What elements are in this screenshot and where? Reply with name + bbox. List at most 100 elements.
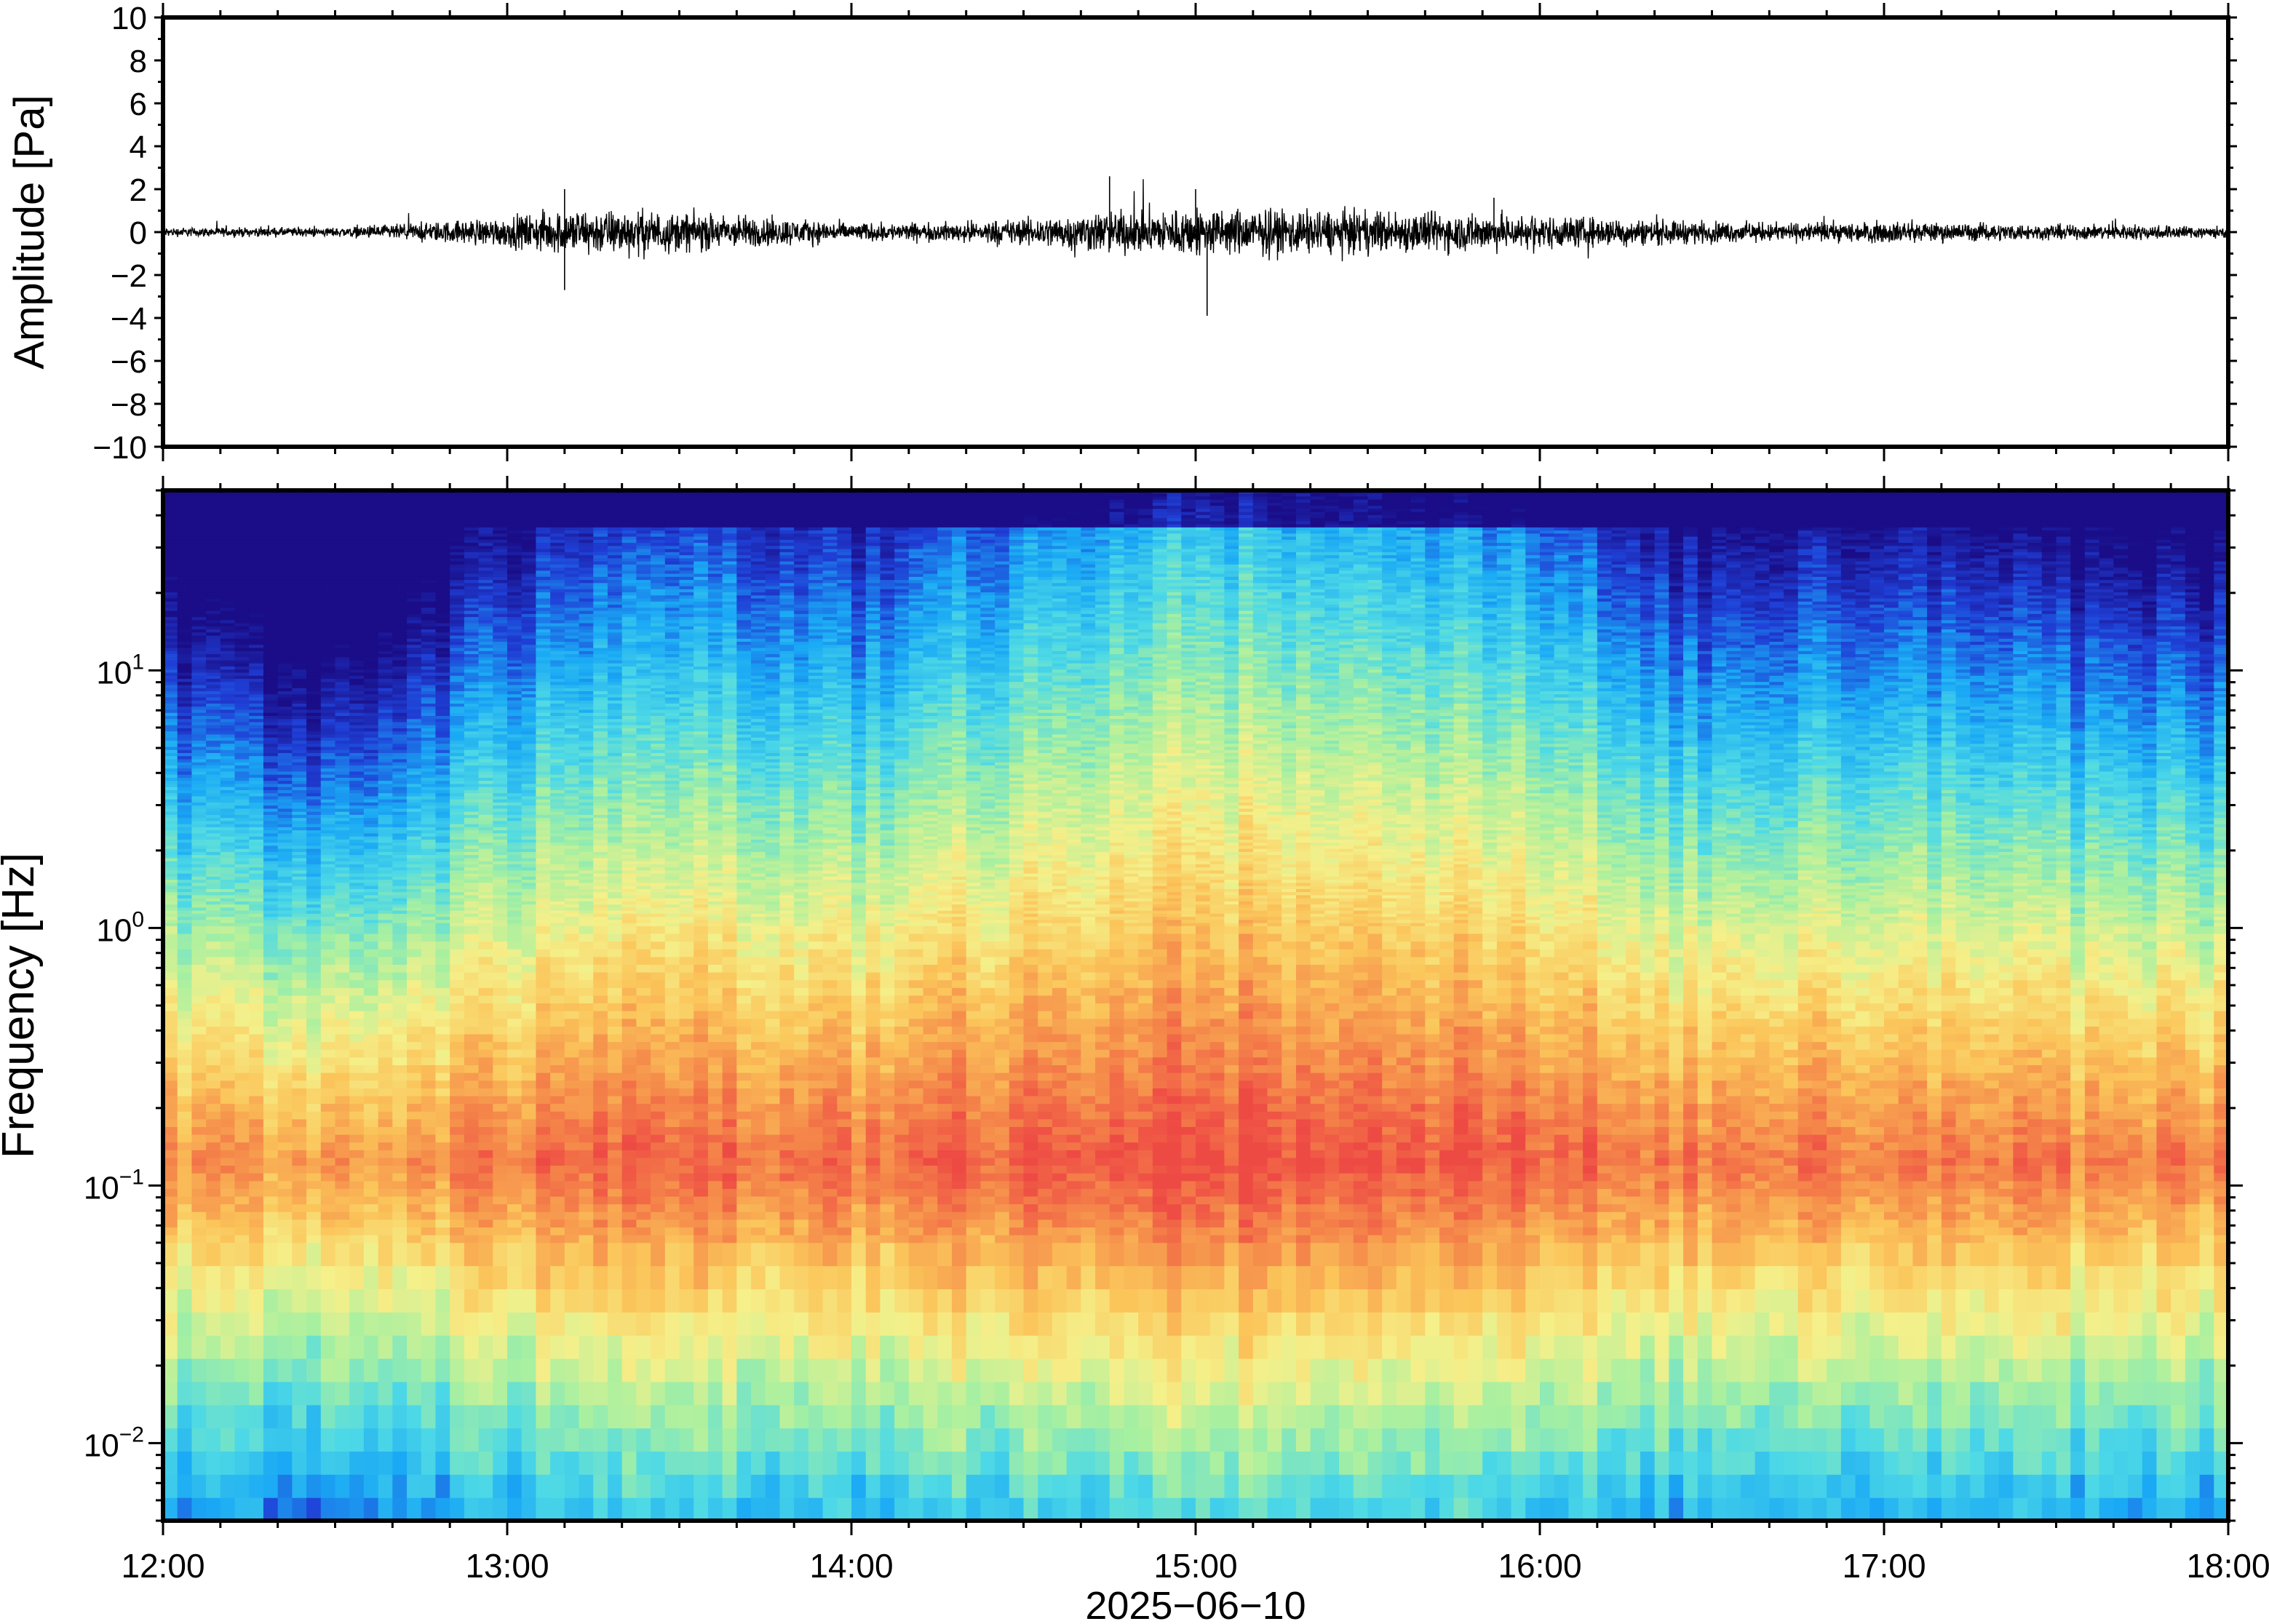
spectrogram-cell <box>392 765 407 768</box>
spectrogram-cell <box>178 964 192 972</box>
spectrogram-cell <box>450 885 464 889</box>
spectrogram-cell <box>163 824 178 827</box>
spectrogram-cell <box>306 867 321 871</box>
spectrogram-cell <box>364 1243 378 1266</box>
spectrogram-cell <box>278 843 293 846</box>
spectrogram-cell <box>278 527 293 530</box>
spectrogram-cell <box>263 1211 278 1219</box>
spectrogram-cell <box>392 592 407 595</box>
spectrogram-cell <box>435 1111 450 1119</box>
spectrogram-cell <box>407 861 421 864</box>
spectrogram-cell <box>292 685 306 688</box>
spectrogram-cell <box>292 514 306 518</box>
spectrogram-cell <box>479 784 493 787</box>
spectrogram-cell <box>235 827 250 830</box>
spectrogram-cell <box>364 1096 378 1104</box>
spectrogram-cell <box>493 1196 507 1204</box>
spectrogram-cell <box>479 824 493 827</box>
spectrogram-cell <box>479 543 493 546</box>
spectrogram-cell <box>163 694 178 698</box>
spectrogram-cell <box>392 892 407 896</box>
spectrogram-cell <box>364 586 378 589</box>
spectrogram-cell <box>321 719 335 723</box>
spectrogram-cell <box>263 1382 278 1405</box>
spectrogram-cell <box>392 690 407 694</box>
spectrogram-cell <box>249 669 263 673</box>
spectrogram-cell <box>191 561 206 565</box>
spectrogram-cell <box>292 747 306 750</box>
spectrogram-cell <box>464 722 479 725</box>
spectrogram-cell <box>263 1196 278 1204</box>
spectrogram-cell <box>349 728 364 731</box>
spectrogram-cell <box>464 592 479 595</box>
spectrogram-cell <box>263 851 278 855</box>
spectrogram-cell <box>435 645 450 648</box>
spectrogram-cell <box>292 765 306 768</box>
spectrogram-cell <box>263 688 278 691</box>
spectrogram-cell <box>421 787 436 790</box>
spectrogram-cell <box>364 1064 378 1072</box>
spectrogram-cell <box>235 892 250 896</box>
spectrogram-cell <box>349 700 364 704</box>
spectrogram-cell <box>349 910 364 914</box>
spectrogram-cell <box>392 885 407 889</box>
spectrogram-cell <box>493 867 507 871</box>
spectrogram-cell <box>249 499 263 503</box>
spectrogram-cell <box>349 583 364 586</box>
spectrogram-cell <box>206 1181 220 1189</box>
spectrogram-cell <box>392 700 407 704</box>
spectrogram-cell <box>235 1034 250 1042</box>
spectrogram-cell <box>263 1119 278 1127</box>
spectrogram-cell <box>335 805 350 809</box>
spectrogram-cell <box>435 1227 450 1235</box>
spectrogram-cell <box>306 845 321 849</box>
spectrogram-cell <box>479 895 493 899</box>
spectrogram-cell <box>191 920 206 923</box>
spectrogram-cell <box>493 1235 507 1243</box>
spectrogram-cell <box>292 715 306 719</box>
spectrogram-cell <box>335 1057 350 1065</box>
spectrogram-cell <box>306 781 321 784</box>
spectrogram-cell <box>191 926 206 934</box>
spectrogram-cell <box>493 888 507 892</box>
spectrogram-cell <box>493 907 507 911</box>
spectrogram-cell <box>178 586 192 589</box>
spectrogram-cell <box>306 613 321 617</box>
spectrogram-cell <box>507 715 522 719</box>
spectrogram-cell <box>278 845 293 849</box>
spectrogram-cell <box>278 811 293 815</box>
spectrogram-cell <box>306 949 321 957</box>
spectrogram-cell <box>321 920 335 923</box>
spectrogram-cell <box>235 987 250 995</box>
spectrogram-cell <box>392 805 407 809</box>
spectrogram-cell <box>178 934 192 942</box>
spectrogram-cell <box>191 892 206 896</box>
spectrogram-cell <box>349 774 364 778</box>
spectrogram-cell <box>392 616 407 620</box>
spectrogram-cell <box>335 1119 350 1127</box>
spectrogram-cell <box>493 1142 507 1150</box>
spectrogram-cell <box>378 1358 393 1382</box>
spectrogram-cell <box>306 892 321 896</box>
spectrogram-cell <box>421 543 436 546</box>
spectrogram-cell <box>464 898 479 901</box>
spectrogram-cell <box>191 589 206 592</box>
spectrogram-cell <box>407 980 421 988</box>
spectrogram-cell <box>349 1049 364 1057</box>
spectrogram-cell <box>493 774 507 778</box>
spectrogram-cell <box>206 610 220 614</box>
spectrogram-cell <box>335 524 350 528</box>
spectrogram-cell <box>335 685 350 688</box>
spectrogram-cell <box>263 586 278 589</box>
spectrogram-cell <box>178 706 192 710</box>
spectrogram-cell <box>435 892 450 896</box>
spectrogram-cell <box>435 957 450 965</box>
spectrogram-cell <box>349 904 364 908</box>
spectrogram-cell <box>507 543 522 546</box>
spectrogram-cell <box>206 620 220 624</box>
spectrogram-cell <box>292 722 306 725</box>
spectrogram-cell <box>206 789 220 793</box>
spectrogram-cell <box>364 558 378 562</box>
spectrogram-cell <box>292 1235 306 1243</box>
spectrogram-cell <box>163 558 178 562</box>
